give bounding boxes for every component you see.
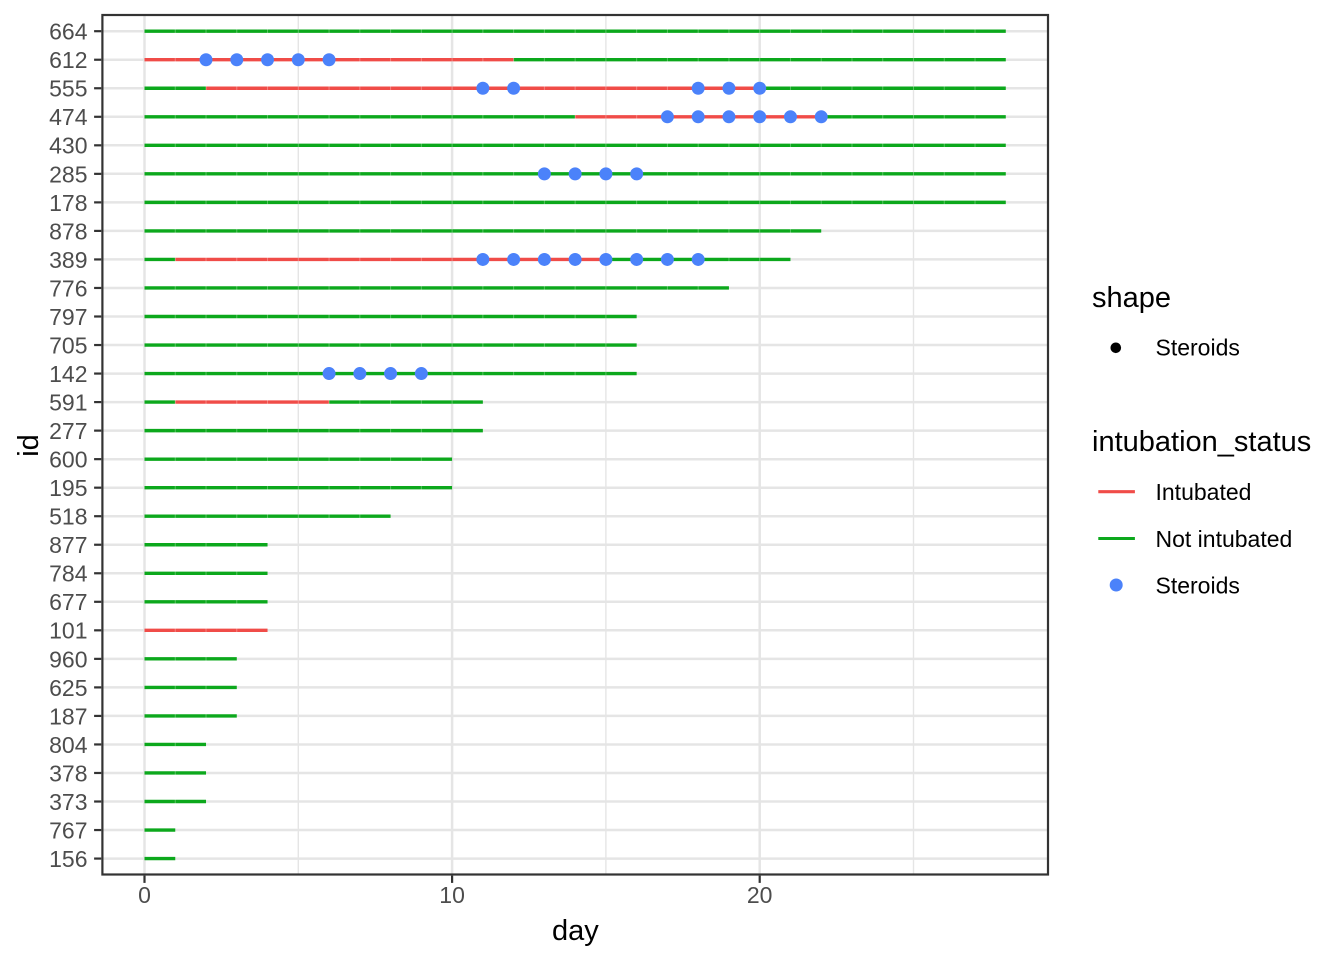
svg-text:373: 373 xyxy=(49,789,87,815)
svg-text:shape: shape xyxy=(1092,282,1171,314)
svg-text:877: 877 xyxy=(49,532,87,558)
svg-text:960: 960 xyxy=(49,646,87,672)
svg-text:day: day xyxy=(552,915,599,947)
svg-text:389: 389 xyxy=(49,247,87,273)
svg-text:591: 591 xyxy=(49,389,87,415)
svg-text:101: 101 xyxy=(49,618,87,644)
svg-text:474: 474 xyxy=(49,104,88,130)
svg-text:555: 555 xyxy=(49,76,87,102)
svg-text:Steroids: Steroids xyxy=(1156,335,1240,361)
svg-text:10: 10 xyxy=(439,882,465,908)
svg-text:612: 612 xyxy=(49,47,87,73)
svg-text:195: 195 xyxy=(49,475,87,501)
svg-text:677: 677 xyxy=(49,589,87,615)
svg-text:878: 878 xyxy=(49,218,87,244)
svg-text:Steroids: Steroids xyxy=(1156,572,1240,598)
svg-text:430: 430 xyxy=(49,133,87,159)
svg-text:156: 156 xyxy=(49,846,87,872)
svg-text:277: 277 xyxy=(49,418,87,444)
svg-text:187: 187 xyxy=(49,703,87,729)
svg-text:Not intubated: Not intubated xyxy=(1156,526,1293,552)
svg-text:705: 705 xyxy=(49,332,87,358)
svg-text:767: 767 xyxy=(49,817,87,843)
svg-text:0: 0 xyxy=(138,882,151,908)
svg-text:378: 378 xyxy=(49,760,87,786)
svg-text:797: 797 xyxy=(49,304,87,330)
svg-text:625: 625 xyxy=(49,675,87,701)
svg-text:664: 664 xyxy=(49,19,88,45)
svg-text:784: 784 xyxy=(49,561,88,587)
svg-text:intubation_status: intubation_status xyxy=(1092,426,1311,458)
svg-text:142: 142 xyxy=(49,361,87,387)
svg-text:178: 178 xyxy=(49,190,87,216)
svg-text:id: id xyxy=(13,434,45,457)
svg-text:285: 285 xyxy=(49,161,87,187)
svg-text:600: 600 xyxy=(49,447,87,473)
svg-text:518: 518 xyxy=(49,504,87,530)
svg-text:804: 804 xyxy=(49,732,88,758)
svg-text:776: 776 xyxy=(49,275,87,301)
svg-text:20: 20 xyxy=(747,882,773,908)
svg-text:Intubated: Intubated xyxy=(1156,479,1252,505)
